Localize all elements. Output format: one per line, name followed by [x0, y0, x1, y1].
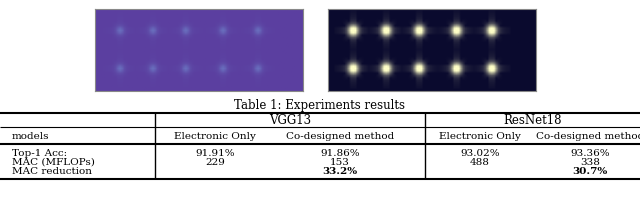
Text: 30.7%: 30.7%: [572, 167, 607, 176]
Text: 33.2%: 33.2%: [323, 167, 358, 176]
Text: Electronic Only: Electronic Only: [439, 132, 521, 141]
Text: 93.02%: 93.02%: [460, 149, 500, 157]
Text: Table 1: Experiments results: Table 1: Experiments results: [234, 99, 406, 112]
Text: MAC reduction: MAC reduction: [12, 167, 92, 176]
Text: Co-designed method: Co-designed method: [286, 132, 394, 141]
Text: 153: 153: [330, 157, 350, 167]
Text: ResNet18: ResNet18: [503, 114, 562, 127]
Text: 93.36%: 93.36%: [570, 149, 610, 157]
Text: VGG13: VGG13: [269, 114, 311, 127]
Text: MAC (MFLOPs): MAC (MFLOPs): [12, 157, 95, 167]
Text: models: models: [12, 132, 49, 141]
Text: 488: 488: [470, 157, 490, 167]
Text: 91.91%: 91.91%: [195, 149, 235, 157]
Text: 91.86%: 91.86%: [320, 149, 360, 157]
Text: Co-designed method: Co-designed method: [536, 132, 640, 141]
Text: Top-1 Acc:: Top-1 Acc:: [12, 149, 67, 157]
Text: 229: 229: [205, 157, 225, 167]
Text: Electronic Only: Electronic Only: [174, 132, 256, 141]
Text: 338: 338: [580, 157, 600, 167]
